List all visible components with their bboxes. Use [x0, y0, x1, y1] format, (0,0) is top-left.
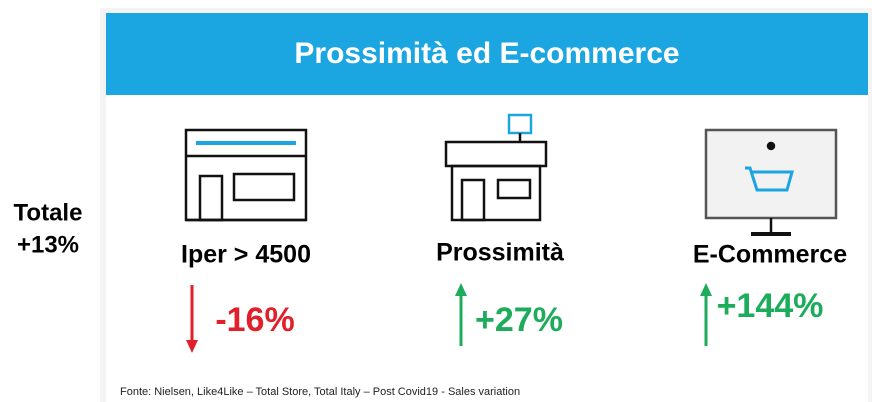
channel-change: +144% [717, 287, 824, 325]
hypermarket-icon [184, 128, 308, 222]
total-label: Totale [14, 199, 83, 226]
channel-change: +27% [475, 301, 563, 339]
ecommerce-icon [704, 128, 838, 236]
title: Prossimità ed E-commerce [294, 37, 679, 70]
arrow-up [455, 283, 467, 346]
header-bar [106, 13, 868, 95]
arrow-up [700, 283, 712, 346]
arrow-down [186, 285, 198, 353]
channel-change: -16% [215, 301, 294, 339]
channel-label: Iper > 4500 [181, 241, 311, 269]
total-value: +13% [17, 231, 79, 258]
channel-label: Prossimità [436, 239, 564, 267]
proximity-icon [444, 113, 548, 222]
channel-label: E-Commerce [693, 241, 847, 269]
source: Fonte: Nielsen, Like4Like – Total Store,… [120, 386, 520, 398]
